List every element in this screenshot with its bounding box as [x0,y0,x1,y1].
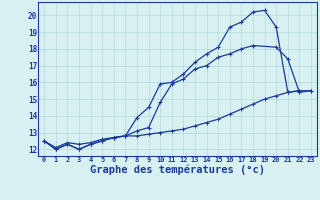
X-axis label: Graphe des températures (°c): Graphe des températures (°c) [90,165,265,175]
